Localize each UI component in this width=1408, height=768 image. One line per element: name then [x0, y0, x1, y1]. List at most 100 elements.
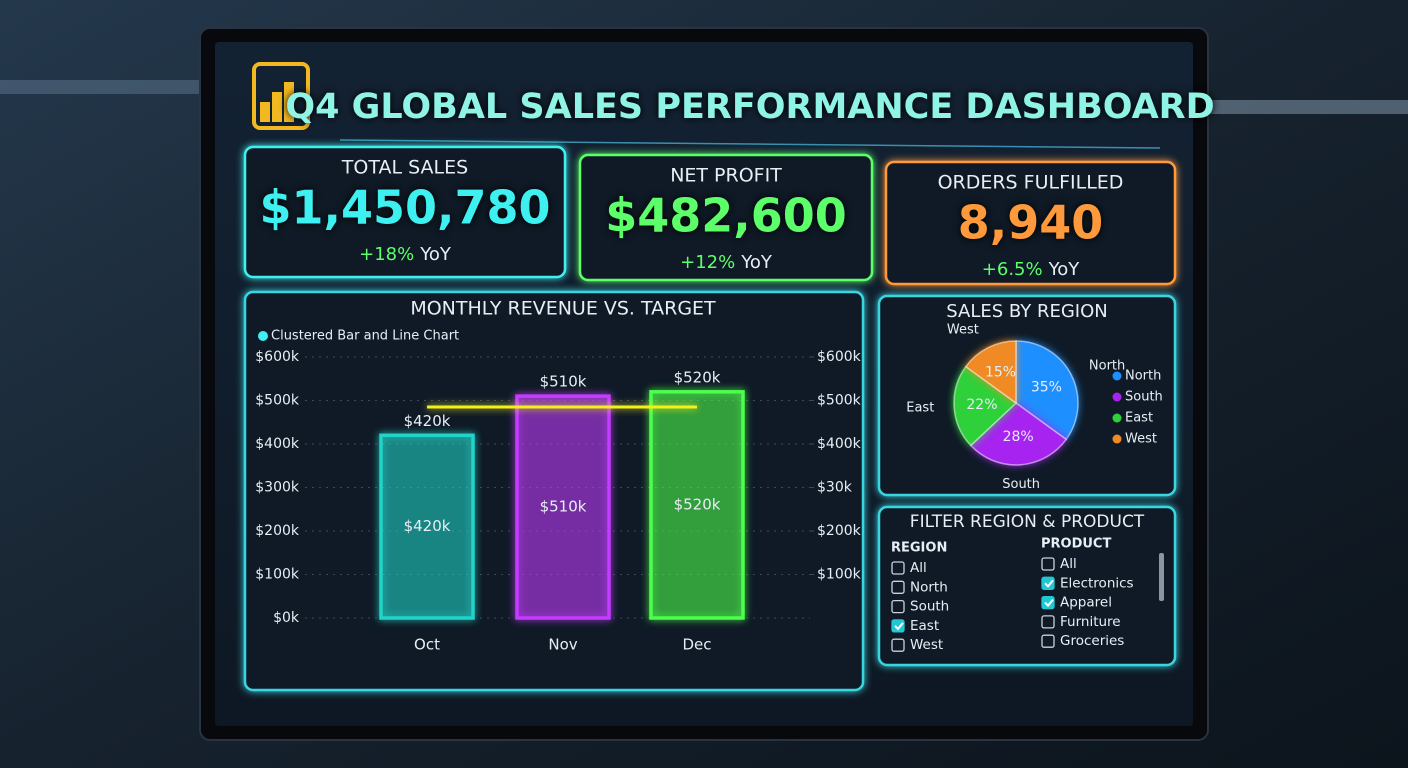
checkbox[interactable]	[891, 638, 905, 652]
kpi-change-line: +18% YoY	[359, 244, 452, 265]
pie-percent-label: 28%	[1003, 429, 1034, 445]
bar-chart-title: MONTHLY REVENUE VS. TARGET	[410, 298, 716, 320]
filter-group-label: PRODUCT	[1041, 537, 1111, 552]
ceiling-light	[1210, 100, 1408, 114]
kpi-label: TOTAL SALES	[341, 157, 468, 179]
filter-group-label: REGION	[891, 541, 947, 556]
logo	[252, 62, 310, 130]
filter-option[interactable]: Groceries	[1060, 633, 1124, 649]
pie-percent-label: 22%	[966, 397, 997, 413]
kpi-unit: YoY	[740, 252, 773, 273]
bar-chart-subtitle: Clustered Bar and Line Chart	[271, 329, 459, 344]
kpi-change-line: +6.5% YoY	[982, 259, 1080, 280]
pie-slice	[964, 340, 1017, 405]
y-tick-label: $100k	[255, 567, 300, 583]
bar	[515, 394, 611, 620]
kpi-change-line: +12% YoY	[680, 252, 773, 273]
kpi-unit: YoY	[419, 244, 452, 265]
filter-option[interactable]: All	[910, 560, 927, 576]
y2-tick-label: $400k	[817, 436, 862, 452]
charts: $0k $100k $200k $300k $400k $500k $600k $600k $5…	[255, 323, 1163, 654]
legend-swatch	[1112, 413, 1122, 423]
pie-category-label: North	[1089, 358, 1125, 373]
legend-swatch	[1112, 434, 1122, 444]
y2-tick-label: $100k	[817, 567, 862, 583]
y-tick-label: $400k	[255, 436, 300, 452]
bar-inner-label: $520k	[674, 495, 721, 513]
filter-option[interactable]: All	[1060, 556, 1077, 572]
kpi-label: ORDERS FULFILLED	[938, 172, 1124, 194]
filter-option[interactable]: North	[910, 579, 948, 595]
checkbox[interactable]	[1041, 557, 1055, 571]
legend-entry: South	[1125, 390, 1163, 405]
bar-value-label: $520k	[674, 368, 721, 386]
bar-value-label: $420k	[404, 412, 451, 430]
y2-tick-label: $30k	[817, 480, 853, 496]
pie-category-label: West	[947, 323, 979, 338]
legend-swatch	[1112, 392, 1122, 402]
legend-entry: North	[1125, 369, 1161, 384]
pie-percent-label: 15%	[985, 365, 1016, 381]
filter-option[interactable]: West	[910, 637, 943, 653]
kpi-card	[884, 160, 1177, 286]
y-tick-label: $500k	[255, 393, 300, 409]
kpi-value: $482,600	[605, 189, 847, 243]
checkbox[interactable]	[891, 619, 905, 633]
pie-chart-title: SALES BY REGION	[946, 301, 1107, 322]
pie-slice	[969, 402, 1068, 466]
scrollbar	[1159, 553, 1164, 601]
pie-slice	[953, 365, 1018, 447]
y2-tick-label: $200k	[817, 523, 862, 539]
x-tick-label: Nov	[548, 636, 577, 654]
x-tick-label: Dec	[682, 636, 711, 654]
legend-entry: West	[1125, 432, 1157, 447]
y2-tick-label: $500k	[817, 393, 862, 409]
filter-option[interactable]: Furniture	[1060, 614, 1121, 630]
checkbox[interactable]	[891, 599, 905, 614]
y-tick-label: $600k	[255, 349, 300, 365]
pie-percent-label: 35%	[1031, 380, 1062, 396]
filter-option[interactable]: Electronics	[1060, 575, 1134, 591]
filters: REGION All North South East West PRODUCT All Ele…	[891, 537, 1134, 654]
checkbox[interactable]	[891, 561, 905, 575]
y-tick-label: $200k	[255, 523, 300, 539]
kpi-label: NET PROFIT	[670, 165, 782, 187]
checkbox[interactable]	[1041, 576, 1055, 590]
checkmark	[1044, 579, 1054, 588]
title-underline	[339, 139, 1161, 149]
pie-slice	[1015, 340, 1079, 441]
kpi-card	[243, 145, 567, 279]
legend-dot	[258, 331, 268, 341]
checkmark	[894, 622, 904, 631]
ceiling-light	[0, 80, 200, 94]
filter-option[interactable]: East	[910, 618, 939, 634]
y-tick-label: $300k	[255, 480, 300, 496]
filter-option[interactable]: South	[910, 599, 949, 615]
y-tick-label: $0k	[273, 610, 300, 626]
kpi-change: +18%	[359, 244, 414, 265]
filter-option[interactable]: Apparel	[1060, 595, 1112, 611]
filter-panel	[877, 505, 1177, 667]
kpi-value: $1,450,780	[259, 181, 550, 235]
bar	[379, 433, 475, 620]
kpi-card	[578, 153, 874, 282]
y2-tick-label: $600k	[817, 349, 862, 365]
kpi-change: +12%	[680, 252, 735, 273]
filter-title: FILTER REGION & PRODUCT	[910, 512, 1145, 532]
checkmark	[1044, 598, 1054, 608]
checkbox[interactable]	[1041, 634, 1055, 648]
bar	[649, 390, 745, 620]
dashboard-title: Q4 GLOBAL SALES PERFORMANCE DASHBOARD	[285, 87, 1214, 127]
kpi-value: 8,940	[958, 196, 1104, 250]
x-tick-label: Oct	[414, 636, 440, 654]
legend-entry: East	[1125, 411, 1153, 426]
kpi-change: +6.5%	[982, 259, 1043, 280]
checkbox[interactable]	[1041, 615, 1055, 629]
bar-inner-label: $510k	[540, 498, 587, 516]
checkbox[interactable]	[1041, 595, 1055, 610]
pie-category-label: East	[906, 401, 934, 416]
checkbox[interactable]	[891, 580, 905, 594]
